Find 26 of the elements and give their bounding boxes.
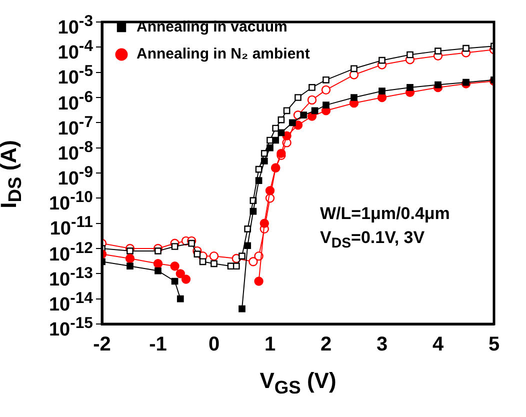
y-tick-label: 10$^{-13}$	[48, 264, 93, 290]
x-tick-label: -2	[93, 334, 111, 356]
y-tick-label: 10$^{-3}$	[58, 12, 93, 40]
y-tick-label: 10$^{-10}$	[48, 189, 93, 214]
legend-label: Annealing in N₂ ambient	[136, 46, 310, 63]
y-tick-label: 10$^{-11}$	[50, 214, 93, 240]
y-tick-label: 10$^{-9}$	[58, 164, 93, 190]
y-tick-label: 10$^{-15}$	[48, 315, 93, 340]
x-tick-label: 1	[264, 334, 276, 356]
y-tick-label: 10$^{-14}$	[48, 290, 93, 316]
x-tick-label: 5	[488, 334, 500, 356]
y-tick-label: 10$^{-8}$	[58, 138, 93, 164]
x-tick-label: 0	[208, 334, 220, 356]
x-tick-label: 2	[320, 334, 332, 356]
x-tick-label: -1	[149, 334, 167, 356]
x-axis-title: V$_{GS}$ (V)	[258, 368, 338, 398]
y-tick-label: 10$^{-12}$	[48, 240, 93, 265]
annotation: W/L=1μm/0.4μm	[320, 203, 450, 225]
y-tick-label: 10$^{-5}$	[58, 63, 93, 89]
y-tick-label: 10$^{-4}$	[58, 38, 93, 64]
annotation: V$_{DS}$=0.1V, 3V	[320, 227, 426, 254]
x-tick-label: 4	[432, 334, 444, 356]
y-tick-label: 10$^{-7}$	[58, 114, 93, 139]
legend-label: Annealing in vacuum	[136, 18, 288, 36]
y-tick-label: 10$^{-6}$	[58, 88, 93, 114]
x-tick-label: 3	[376, 334, 388, 356]
